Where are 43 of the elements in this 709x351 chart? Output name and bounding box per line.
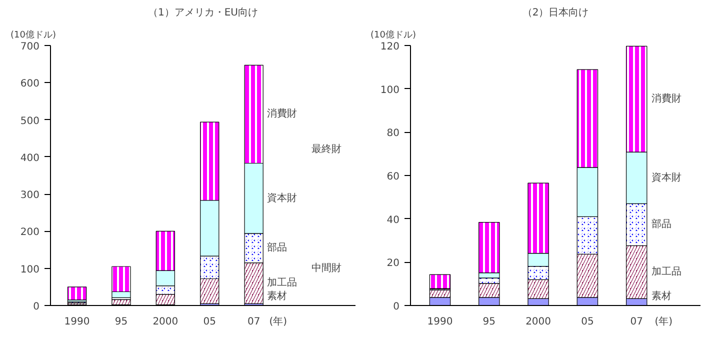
series-label: 加工品: [267, 276, 298, 289]
x-tick-label: 07: [247, 316, 260, 328]
text: 中間財: [311, 262, 342, 274]
text: 最終財: [311, 142, 342, 155]
series-label: 素材: [267, 290, 288, 302]
y-tick-label: 400: [20, 152, 40, 164]
series-label: 加工品: [651, 266, 682, 278]
text: (年): [654, 316, 673, 328]
series-label: 素材: [651, 290, 672, 302]
series-label: 部品: [651, 218, 672, 230]
y-tick-label: 600: [20, 78, 40, 90]
series-label: 消費財: [267, 108, 298, 120]
x-tick-label: 1990: [427, 316, 453, 328]
y-tick-label: 100: [20, 264, 40, 276]
y-tick-label: 20: [386, 258, 400, 270]
y-tick-label: 500: [20, 116, 40, 127]
y-tick-label: 300: [20, 190, 40, 202]
y-axis-title: (10億ドル): [10, 30, 56, 40]
x-tick-label: 07: [630, 316, 643, 328]
y-tick-label: 700: [20, 42, 40, 52]
y-tick-label: 60: [386, 172, 400, 182]
series-label: 資本財: [267, 192, 298, 204]
y-tick-label: 120: [380, 42, 400, 52]
x-tick-label: 05: [581, 316, 594, 328]
text: (年): [269, 316, 288, 328]
x-tick-label: 2000: [526, 316, 552, 328]
y-tick-label: 40: [386, 214, 400, 226]
chart-title: （2）日本向け: [522, 6, 589, 18]
y-tick-label: 80: [386, 128, 400, 140]
series-label: 部品: [267, 242, 288, 254]
series-label: 消費財: [651, 92, 682, 105]
y-tick-label: 0: [33, 302, 40, 312]
y-tick-label: 0: [393, 302, 400, 312]
chart-title: （1）アメリカ・EU向け: [148, 6, 258, 18]
x-tick-label: 95: [482, 316, 496, 328]
series-label: 資本財: [651, 171, 682, 184]
y-tick-label: 100: [380, 84, 400, 96]
y-axis-title: (10億ドル): [370, 30, 416, 40]
x-tick-label: 95: [114, 316, 128, 328]
x-tick-label: 1990: [64, 316, 90, 328]
y-tick-label: 200: [20, 227, 40, 238]
x-tick-label: 2000: [152, 316, 178, 328]
x-tick-label: 05: [203, 316, 216, 328]
